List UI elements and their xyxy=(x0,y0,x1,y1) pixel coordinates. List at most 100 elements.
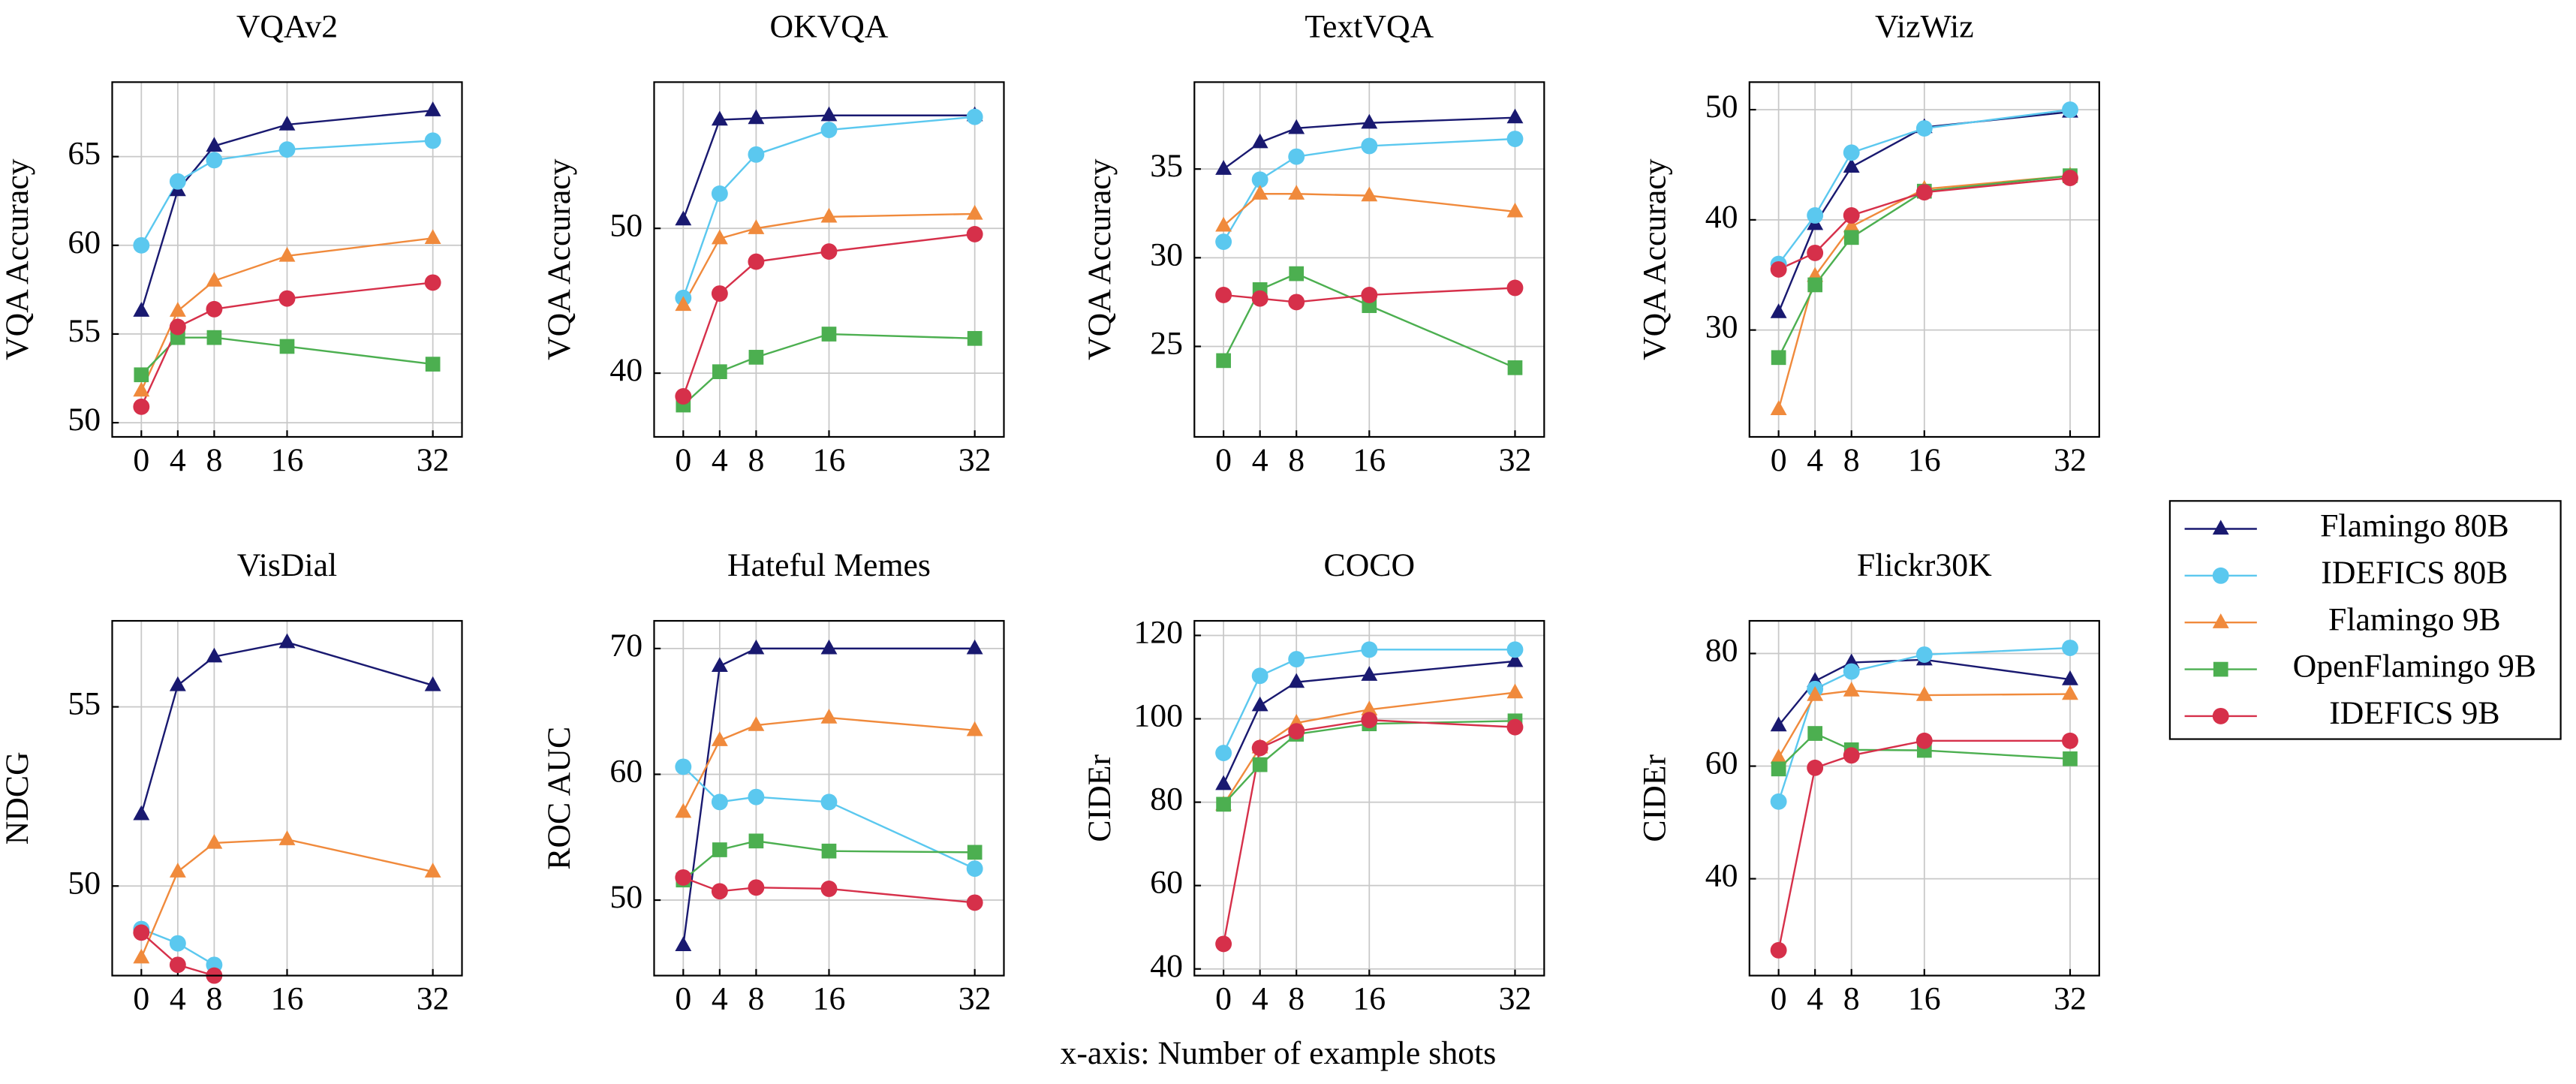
y-axis-label: VQA Accuracy xyxy=(1636,158,1672,360)
marker xyxy=(1215,775,1232,790)
x-tick-label: 4 xyxy=(170,981,186,1017)
marker xyxy=(424,132,441,149)
marker xyxy=(206,647,223,663)
marker xyxy=(1288,119,1305,134)
marker xyxy=(820,709,838,724)
y-tick-label: 50 xyxy=(68,865,101,901)
marker xyxy=(712,364,727,380)
y-tick-label: 60 xyxy=(1150,865,1183,901)
y-tick-label: 40 xyxy=(609,352,642,388)
y-tick-label: 100 xyxy=(1133,698,1183,734)
x-tick-label: 16 xyxy=(813,442,846,478)
marker xyxy=(2062,732,2078,749)
marker xyxy=(134,367,149,383)
chart-title: OKVQA xyxy=(769,8,888,44)
marker xyxy=(711,793,728,811)
marker xyxy=(169,935,186,952)
marker xyxy=(206,137,223,152)
marker xyxy=(748,350,764,365)
x-tick-label: 0 xyxy=(675,981,691,1017)
marker xyxy=(424,101,441,116)
marker xyxy=(1771,761,1786,777)
marker xyxy=(1215,233,1232,250)
marker xyxy=(2212,519,2229,535)
x-tick-label: 16 xyxy=(1908,442,1941,478)
marker xyxy=(748,219,765,234)
marker xyxy=(748,253,765,270)
y-tick-label: 60 xyxy=(68,224,101,260)
y-tick-label: 25 xyxy=(1150,326,1183,362)
marker xyxy=(1288,651,1305,668)
y-tick-label: 60 xyxy=(1705,745,1738,781)
plot-frame xyxy=(1193,619,1545,977)
x-tick-label: 0 xyxy=(133,442,149,478)
chart-title: Flickr30K xyxy=(1857,547,1992,583)
x-tick-label: 32 xyxy=(417,981,450,1017)
marker xyxy=(1807,207,1824,224)
plot-frame xyxy=(111,619,463,977)
marker xyxy=(1771,350,1786,366)
marker xyxy=(1506,108,1524,124)
y-tick-label: 30 xyxy=(1150,236,1183,273)
marker xyxy=(1251,696,1268,712)
marker xyxy=(2212,707,2229,724)
marker xyxy=(1251,133,1268,149)
x-tick-label: 16 xyxy=(271,981,304,1017)
marker xyxy=(748,109,765,125)
x-tick-label: 32 xyxy=(1499,981,1532,1017)
marker xyxy=(278,116,296,131)
y-axis-label: CIDEr xyxy=(1082,754,1118,842)
marker xyxy=(821,843,837,859)
marker xyxy=(206,152,223,169)
marker xyxy=(169,863,186,878)
marker xyxy=(1361,712,1378,729)
marker xyxy=(2062,170,2078,187)
marker xyxy=(1843,158,1860,173)
marker xyxy=(675,388,692,405)
x-tick-label: 0 xyxy=(1771,981,1787,1017)
chart-title: VQAv2 xyxy=(236,8,338,44)
plot-frame xyxy=(1193,81,1545,438)
x-tick-label: 8 xyxy=(748,442,764,478)
marker xyxy=(711,731,728,746)
legend-label: Flamingo 9B xyxy=(2328,601,2501,637)
marker xyxy=(1251,667,1268,685)
x-tick-label: 8 xyxy=(748,981,764,1017)
x-tick-label: 8 xyxy=(1843,442,1860,478)
marker xyxy=(820,881,838,897)
marker xyxy=(1915,184,1933,201)
marker xyxy=(711,883,728,900)
y-axis-label: CIDEr xyxy=(1636,754,1672,842)
legend-label: IDEFICS 9B xyxy=(2329,695,2499,731)
marker xyxy=(425,357,441,372)
y-tick-label: 40 xyxy=(1705,858,1738,894)
marker xyxy=(279,339,295,354)
marker xyxy=(278,141,296,158)
x-tick-label: 0 xyxy=(675,442,691,478)
y-axis-label: NDCG xyxy=(0,751,35,845)
marker xyxy=(711,229,728,245)
marker xyxy=(206,272,223,287)
marker xyxy=(1770,260,1787,278)
y-tick-label: 50 xyxy=(609,207,642,243)
marker xyxy=(675,758,692,775)
marker xyxy=(712,842,727,857)
y-tick-label: 80 xyxy=(1705,633,1738,669)
marker xyxy=(675,869,692,886)
marker xyxy=(1506,652,1524,667)
marker xyxy=(820,207,838,223)
x-tick-label: 32 xyxy=(958,442,992,478)
x-axis-caption: x-axis: Number of example shots xyxy=(1060,1035,1496,1071)
marker xyxy=(675,210,692,226)
marker xyxy=(278,633,296,649)
marker xyxy=(133,381,150,397)
y-tick-label: 80 xyxy=(1150,781,1183,818)
x-tick-label: 4 xyxy=(1807,442,1823,478)
marker xyxy=(1843,663,1860,680)
marker xyxy=(1361,287,1378,303)
marker xyxy=(1807,686,1824,701)
marker xyxy=(1770,941,1787,959)
plot-frame xyxy=(1748,81,2100,438)
marker xyxy=(169,956,186,974)
